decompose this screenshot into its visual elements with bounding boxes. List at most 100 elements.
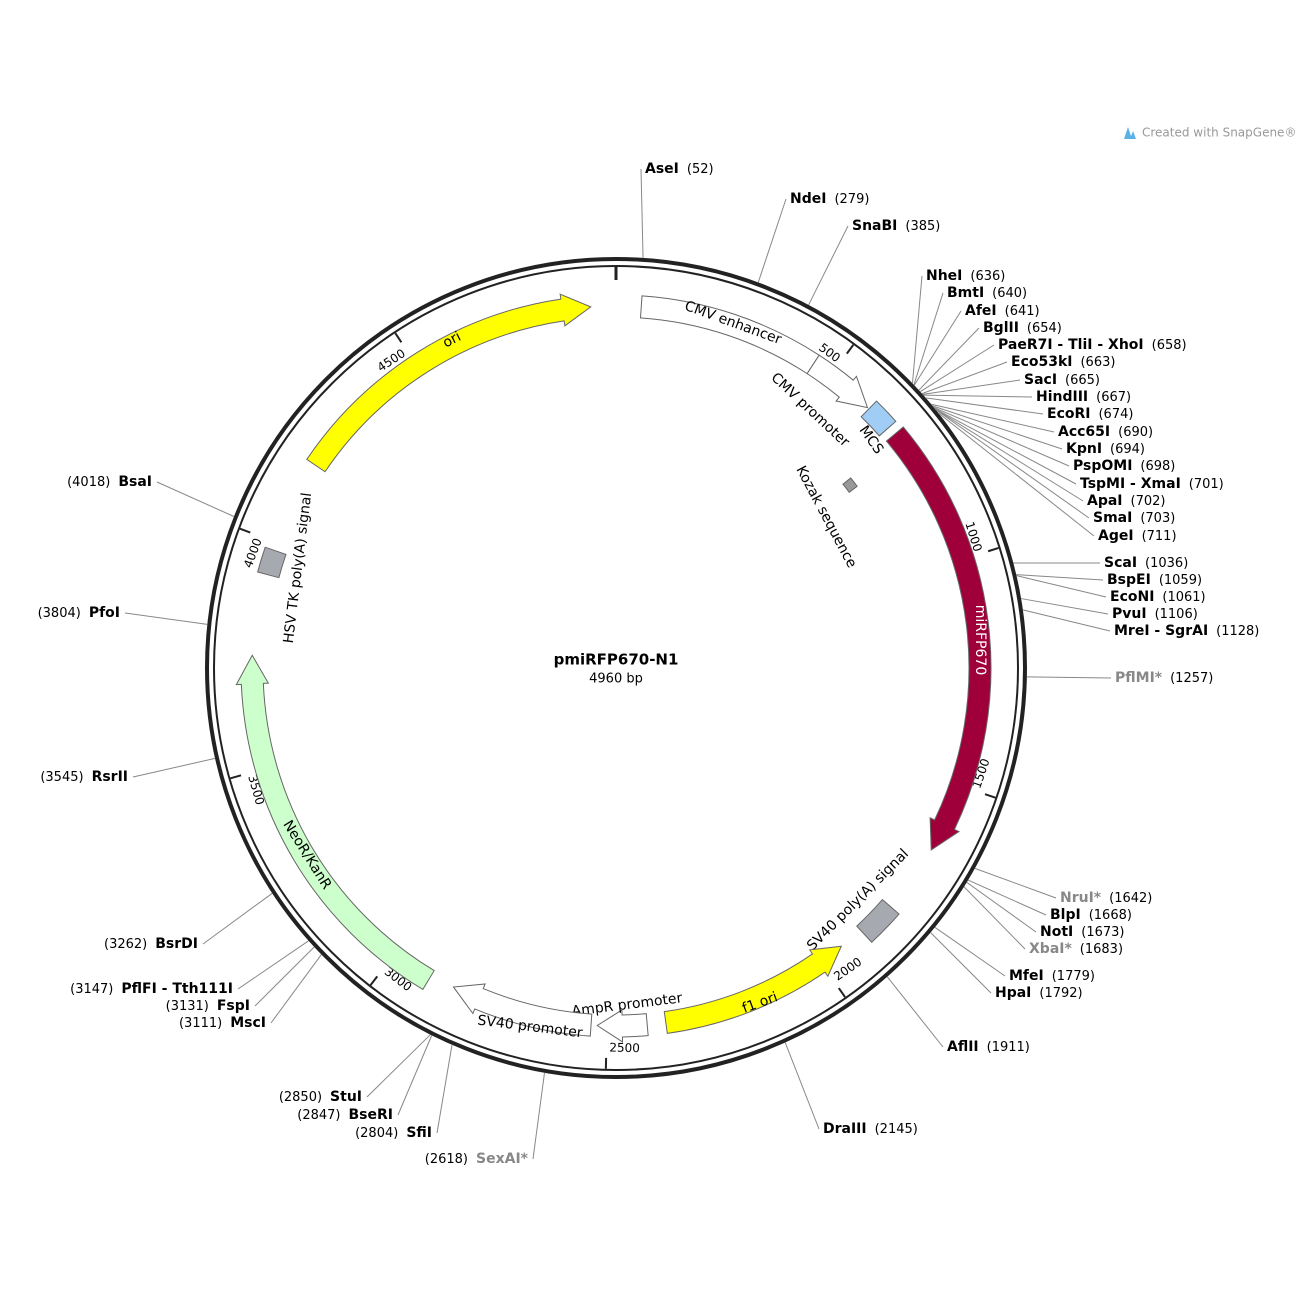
ruler-label-group: 2500 [609, 1040, 640, 1055]
site-label: AseI (52) [645, 161, 714, 177]
site-position: (3147) [70, 982, 113, 997]
site-name: SfiI [406, 1125, 432, 1141]
site-label: (3804) PfoI [38, 605, 120, 621]
site-label: HpaI (1792) [995, 985, 1083, 1001]
site-name: DraIII [823, 1121, 867, 1137]
site-position: (1668) [1089, 908, 1132, 923]
ruler-tick [230, 774, 242, 780]
site-label: BglII (654) [983, 320, 1062, 336]
site-label: PspOMI (698) [1073, 458, 1175, 474]
site-leader [966, 881, 1037, 933]
site-name: MreI - SgrAI [1114, 623, 1208, 639]
site-position: (641) [1005, 304, 1040, 319]
site-label: SmaI (703) [1093, 510, 1175, 526]
site-leader [1016, 574, 1104, 581]
site-name: NheI [926, 268, 962, 284]
site-leader [132, 757, 216, 778]
site-label: XbaI* (1683) [1029, 941, 1123, 957]
site-name: PspOMI [1073, 458, 1132, 474]
site-name: TspMI - XmaI [1080, 476, 1181, 492]
site-label: BspEI (1059) [1107, 572, 1202, 588]
feature [856, 898, 900, 943]
site-position: (385) [905, 219, 940, 234]
site-label: Acc65I (690) [1058, 424, 1153, 440]
site-name: ApaI [1087, 493, 1123, 509]
site-leader [934, 926, 1006, 977]
site-label: MfeI (1779) [1009, 968, 1095, 984]
feature-label: ori [440, 329, 463, 352]
site-position: (52) [687, 162, 714, 177]
site-name: NdeI [790, 191, 826, 207]
site-label: SacI (665) [1024, 372, 1100, 388]
site-label: Eco53kI (663) [1011, 354, 1115, 370]
site-leader [967, 879, 1047, 916]
site-position: (1128) [1216, 624, 1259, 639]
feature-label: SV40 poly(A) signal [804, 846, 912, 954]
site-name: StuI [330, 1089, 362, 1105]
feature [663, 945, 843, 1034]
site-name: PvuI [1112, 606, 1147, 622]
site-label: TspMI - XmaI (701) [1080, 476, 1224, 492]
site-name: AseI [645, 161, 679, 177]
site-label: BmtI (640) [947, 285, 1027, 301]
site-label: (3147) PflFI - Tth111I [70, 981, 233, 997]
site-position: (1106) [1155, 607, 1198, 622]
site-label: NotI (1673) [1040, 924, 1124, 940]
site-leader [913, 292, 944, 385]
site-leader [933, 407, 1070, 467]
site-position: (658) [1152, 338, 1187, 353]
site-leader [202, 892, 273, 945]
site-name: BlpI [1050, 907, 1081, 923]
ruler-tick [394, 332, 403, 343]
site-position: (1683) [1080, 942, 1123, 957]
site-leader [1021, 598, 1109, 615]
site-position: (701) [1189, 477, 1224, 492]
site-position: (640) [992, 286, 1027, 301]
site-name: BsrDI [155, 936, 198, 952]
site-name: AgeI [1098, 528, 1134, 544]
credit: Created with SnapGene® [1142, 126, 1296, 140]
site-leader [366, 1034, 431, 1098]
site-leader [757, 198, 787, 283]
site-name: MfeI [1009, 968, 1044, 984]
site-position: (1036) [1145, 556, 1188, 571]
site-leader [931, 403, 1055, 433]
site-name: AflII [947, 1039, 979, 1055]
ruler-tick [369, 975, 379, 986]
site-leader [932, 405, 1063, 450]
site-position: (1059) [1159, 573, 1202, 588]
site-position: (711) [1142, 529, 1177, 544]
site-position: (694) [1110, 442, 1145, 457]
site-leader [124, 612, 208, 625]
site-position: (636) [970, 269, 1005, 284]
logo [1124, 127, 1136, 139]
site-leader [808, 225, 849, 306]
site-label: (3545) RsrII [40, 769, 128, 785]
feature [842, 477, 858, 493]
site-name: Acc65I [1058, 424, 1110, 440]
site-name: AfeI [965, 303, 997, 319]
site-name: FspI [217, 998, 250, 1014]
site-name: BmtI [947, 285, 984, 301]
site-leader [930, 932, 992, 994]
site-position: (698) [1140, 459, 1175, 474]
site-label: (3131) FspI [166, 998, 250, 1014]
feature [257, 546, 287, 579]
feature-label: miRFP670 [972, 605, 988, 675]
site-position: (4018) [67, 475, 110, 490]
feature [860, 400, 897, 437]
site-position: (279) [834, 192, 869, 207]
site-position: (1061) [1162, 590, 1205, 605]
site-position: (654) [1027, 321, 1062, 336]
site-label: SnaBI (385) [852, 218, 940, 234]
site-name: KpnI [1066, 441, 1102, 457]
site-leader [918, 327, 980, 391]
site-leader [532, 1072, 546, 1160]
backbone-inner [213, 265, 1019, 1071]
site-position: (1673) [1081, 925, 1124, 940]
site-name: BglII [983, 320, 1019, 336]
site-name: PaeR7I - TliI - XhoI [998, 337, 1144, 353]
site-label: AflII (1911) [947, 1039, 1030, 1055]
